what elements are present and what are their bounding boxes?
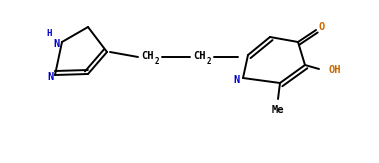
Text: N: N [234, 75, 240, 85]
Text: O: O [319, 22, 325, 32]
Text: Me: Me [272, 105, 284, 115]
Text: 2: 2 [155, 57, 159, 66]
Text: N: N [54, 39, 60, 49]
Text: CH: CH [142, 51, 154, 61]
Text: 2: 2 [207, 57, 211, 66]
Text: CH: CH [194, 51, 206, 61]
Text: H: H [46, 30, 52, 38]
Text: OH: OH [329, 65, 341, 75]
Text: N: N [47, 72, 53, 82]
